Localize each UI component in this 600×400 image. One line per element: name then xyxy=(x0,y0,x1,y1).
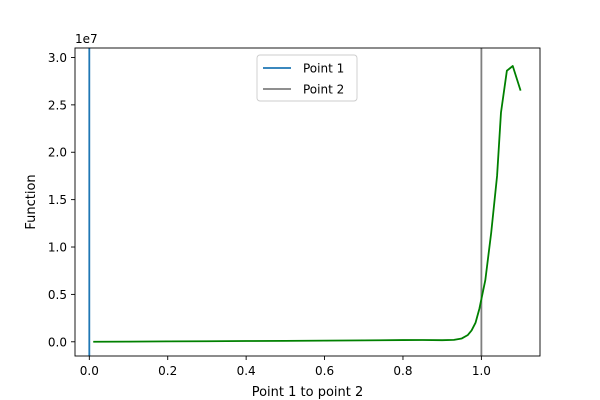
y-axis: 0.0 0.5 1.0 1.5 2.0 2.5 3.0 xyxy=(48,51,75,349)
legend-label: Point 1 xyxy=(303,62,344,76)
y-tick-label: 1.0 xyxy=(48,241,67,255)
y-tick-label: 0.5 xyxy=(48,288,67,302)
y-offset-label: 1e7 xyxy=(75,32,98,46)
x-tick-label: 0.0 xyxy=(80,364,99,378)
x-tick-label: 0.2 xyxy=(158,364,177,378)
y-tick-label: 1.5 xyxy=(48,193,67,207)
legend-label: Point 2 xyxy=(303,83,344,97)
x-tick-label: 1.0 xyxy=(472,364,491,378)
legend: Point 1 Point 2 xyxy=(256,54,358,102)
series-line-function xyxy=(93,65,522,343)
y-tick-label: 0.0 xyxy=(48,335,67,349)
x-axis-label: Point 1 to point 2 xyxy=(252,385,364,400)
x-tick-label: 0.4 xyxy=(237,364,256,378)
y-axis-label: Function xyxy=(24,174,39,229)
y-tick-label: 2.0 xyxy=(48,146,67,160)
x-tick-label: 0.6 xyxy=(315,364,334,378)
x-axis: 0.0 0.2 0.4 0.6 0.8 1.0 xyxy=(80,356,491,378)
y-tick-label: 3.0 xyxy=(48,51,67,65)
x-tick-label: 0.8 xyxy=(393,364,412,378)
plot-frame xyxy=(74,47,541,357)
y-tick-label: 2.5 xyxy=(48,98,67,112)
